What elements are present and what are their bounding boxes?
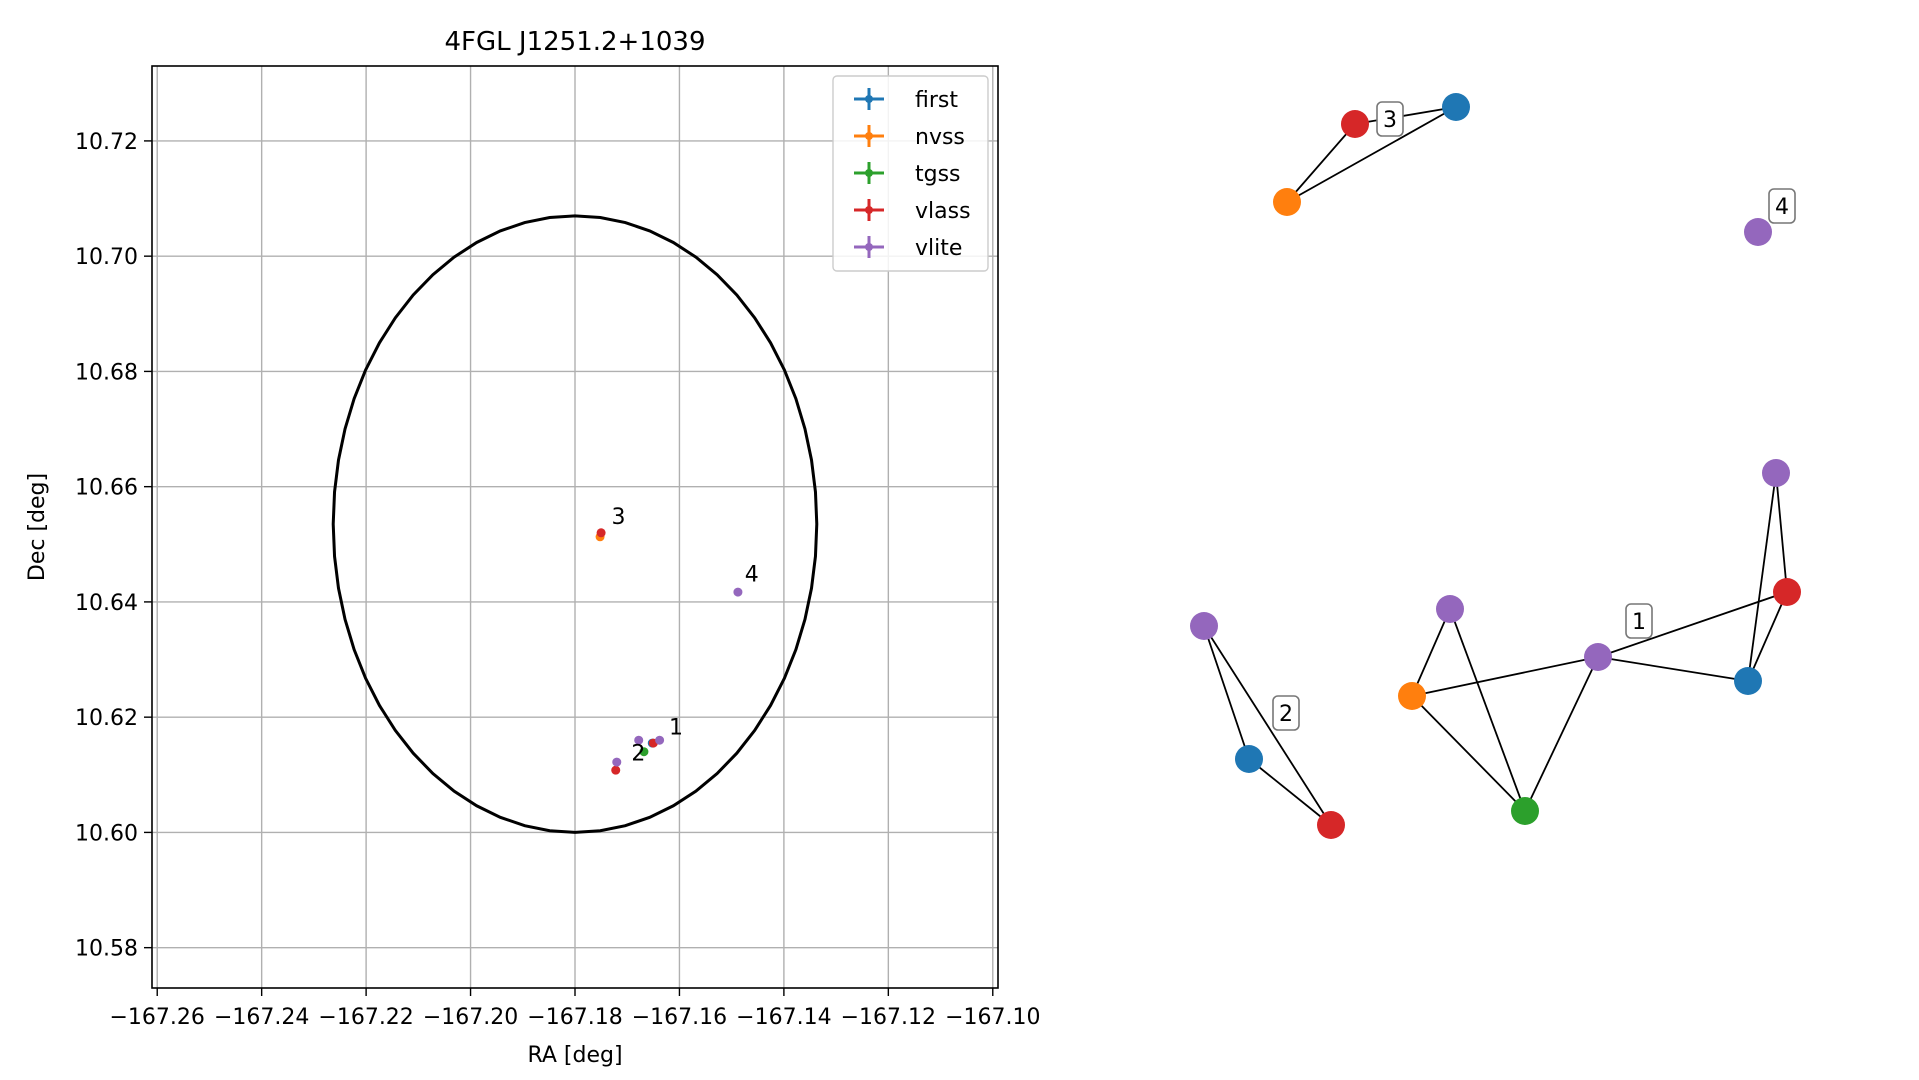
point-label-4: 4 xyxy=(745,563,759,588)
ellipse-path xyxy=(331,214,819,834)
network-node xyxy=(1442,93,1470,121)
network-nodes xyxy=(1190,93,1801,839)
network-node xyxy=(1744,218,1772,246)
data-point-vlite xyxy=(612,757,622,767)
y-tick-label: 10.70 xyxy=(75,245,138,270)
y-tick-label: 10.64 xyxy=(75,591,138,616)
x-tick-label: −167.14 xyxy=(736,1005,831,1030)
y-tick-label: 10.68 xyxy=(75,360,138,385)
group-label-box xyxy=(1625,603,1653,639)
x-tick-label: −167.18 xyxy=(527,1005,622,1030)
network-edge xyxy=(1747,472,1777,682)
group-label-box xyxy=(1272,695,1300,731)
chart-title: 4FGL J1251.2+1039 xyxy=(445,27,706,57)
y-axis-ticks: 10.58 10.60 10.62 10.64 10.66 10.68 10.70 10.72 xyxy=(75,130,152,962)
network-edge xyxy=(1354,106,1457,125)
network-node xyxy=(1190,612,1218,640)
x-tick-label: −167.24 xyxy=(214,1005,309,1030)
legend-label-vlite: vlite xyxy=(915,236,962,261)
data-point-vlite xyxy=(733,587,743,597)
legend-label-nvss: nvss xyxy=(915,125,965,150)
network-edge xyxy=(1411,608,1451,697)
legend-label-tgss: tgss xyxy=(915,162,961,187)
network-edge xyxy=(1449,608,1526,812)
legend-marker-dot xyxy=(865,243,873,251)
network-group-labels: 1 2 3 4 xyxy=(1272,101,1796,731)
network-node xyxy=(1762,459,1790,487)
legend-marker-dot xyxy=(865,132,873,140)
y-tick-label: 10.58 xyxy=(75,937,138,962)
x-axis-ticks: −167.26 −167.24 −167.22 −167.20 −167.18 −167.… xyxy=(110,988,1040,1030)
network-edge xyxy=(1248,758,1332,826)
network-edge xyxy=(1597,656,1749,682)
network-node xyxy=(1773,578,1801,606)
group-label-4: 4 xyxy=(1775,195,1789,220)
y-tick-label: 10.62 xyxy=(75,706,138,731)
network-edge xyxy=(1286,123,1356,203)
x-tick-label: −167.26 xyxy=(110,1005,205,1030)
network-node xyxy=(1273,188,1301,216)
point-label-3: 3 xyxy=(612,505,626,530)
group-label-box xyxy=(1376,101,1404,137)
x-tick-label: −167.20 xyxy=(423,1005,518,1030)
network-panel: 1 2 3 4 xyxy=(1190,93,1801,839)
data-point-vlass xyxy=(611,765,621,775)
network-node xyxy=(1317,811,1345,839)
data-point-vlite xyxy=(634,735,644,745)
network-edge xyxy=(1203,625,1250,760)
x-axis-label: RA [deg] xyxy=(527,1043,622,1068)
legend-marker-dot xyxy=(865,169,873,177)
y-tick-label: 10.72 xyxy=(75,130,138,155)
group-label-box xyxy=(1768,188,1796,224)
network-node xyxy=(1235,745,1263,773)
network-node xyxy=(1511,797,1539,825)
group-label-1: 1 xyxy=(1632,610,1646,635)
network-edge xyxy=(1411,695,1526,812)
x-tick-label: −167.12 xyxy=(841,1005,936,1030)
network-node xyxy=(1436,595,1464,623)
x-tick-label: −167.22 xyxy=(318,1005,413,1030)
legend-label-vlass: vlass xyxy=(915,199,971,224)
network-node xyxy=(1398,682,1426,710)
data-points xyxy=(595,528,743,775)
x-tick-label: −167.16 xyxy=(632,1005,727,1030)
y-axis-label: Dec [deg] xyxy=(25,473,50,581)
network-edge xyxy=(1203,625,1332,826)
legend-marker-dot xyxy=(865,206,873,214)
network-edge xyxy=(1747,591,1788,682)
network-edge xyxy=(1524,656,1599,812)
network-edge xyxy=(1286,106,1457,203)
point-labels: 12 3 4 xyxy=(612,505,759,766)
network-node xyxy=(1341,110,1369,138)
legend-label-first: first xyxy=(915,88,958,113)
network-node xyxy=(1584,643,1612,671)
data-point-vlite xyxy=(655,735,665,745)
y-tick-label: 10.66 xyxy=(75,476,138,501)
group-label-3: 3 xyxy=(1383,108,1397,133)
point-label-2: 2 xyxy=(631,741,645,766)
legend-marker-dot xyxy=(865,95,873,103)
point-label-1: 1 xyxy=(669,715,683,740)
network-node xyxy=(1734,667,1762,695)
legend: first nvss tgss vlass vlite xyxy=(832,75,989,272)
group-label-2: 2 xyxy=(1279,702,1293,727)
legend-box xyxy=(832,75,989,272)
uncertainty-ellipse xyxy=(331,214,819,834)
network-edges xyxy=(1203,106,1788,826)
data-point-vlass xyxy=(596,528,606,538)
x-tick-label: −167.10 xyxy=(945,1005,1040,1030)
network-edge xyxy=(1775,472,1788,593)
data-point-tgss xyxy=(639,747,649,757)
network-edge xyxy=(1411,656,1599,697)
network-edge xyxy=(1597,591,1788,658)
y-tick-label: 10.60 xyxy=(75,821,138,846)
